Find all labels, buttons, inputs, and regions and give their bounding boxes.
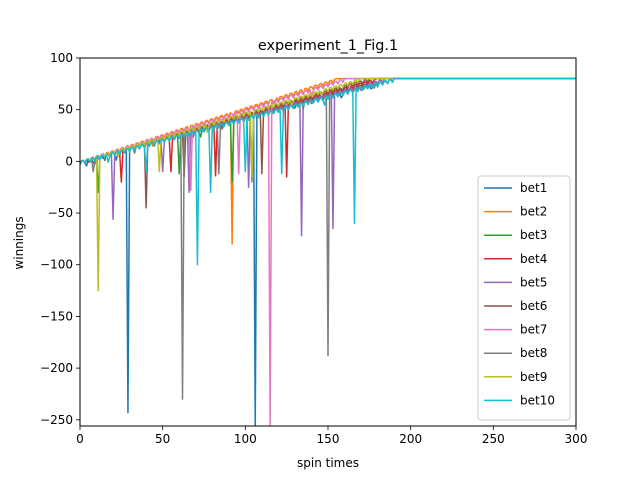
y-tick-label: −100 [40,258,73,272]
legend-label-bet7: bet7 [520,323,547,337]
legend-label-bet5: bet5 [520,275,547,289]
x-tick-label: 0 [76,432,84,446]
legend-label-bet1: bet1 [520,181,547,195]
legend: bet1 bet2 bet3 bet4 bet5 bet6 bet7 bet8 bet9 bet1… [477,175,571,421]
y-tick-label: −200 [40,361,73,375]
x-tick-label: 300 [565,432,588,446]
legend-label-bet10: bet10 [520,393,555,407]
x-axis-label: spin times [297,456,359,470]
y-axis-label: winnings [12,216,26,269]
x-tick-label: 100 [234,432,257,446]
x-tick-label: 250 [482,432,505,446]
y-tick-label: −50 [48,206,73,220]
chart-title: experiment_1_Fig.1 [258,38,398,54]
y-tick-label: 0 [65,154,73,168]
x-tick-label: 50 [155,432,170,446]
x-tick-label: 200 [399,432,422,446]
legend-label-bet6: bet6 [520,299,547,313]
legend-label-bet2: bet2 [520,205,547,219]
y-tick-label: 50 [58,103,73,117]
y-tick-label: −250 [40,413,73,427]
legend-label-bet9: bet9 [520,370,547,384]
y-tick-label: −150 [40,309,73,323]
axes: 0 50 100 150 200 250 300 −250 −200 −150 −100 −50 0 50… [40,51,587,446]
series-line-bet10 [80,77,576,266]
legend-box [477,175,571,421]
series-lines [80,77,576,426]
legend-label-bet4: bet4 [520,252,547,266]
legend-label-bet8: bet8 [520,346,547,360]
y-tick-label: 100 [50,51,73,65]
legend-label-bet3: bet3 [520,228,547,242]
x-tick-label: 150 [317,432,340,446]
